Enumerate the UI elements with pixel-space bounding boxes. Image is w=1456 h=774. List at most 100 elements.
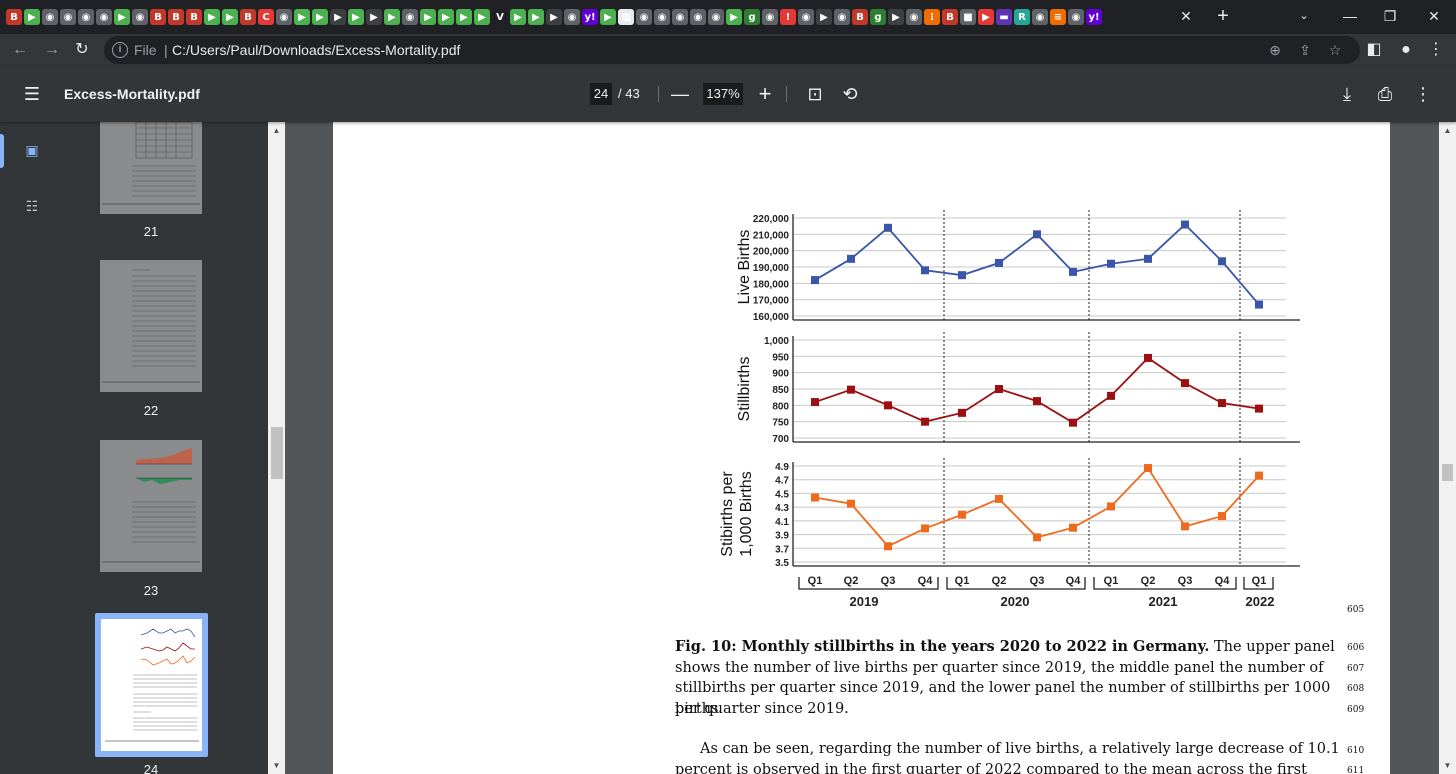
globe-icon[interactable]: ◉: [834, 9, 850, 25]
zoom-icon[interactable]: ⊕: [1269, 42, 1281, 58]
forward-button[interactable]: →: [44, 41, 60, 58]
ring-icon[interactable]: C: [258, 9, 274, 25]
play-icon[interactable]: ▶: [294, 9, 310, 25]
bi-icon[interactable]: B: [6, 9, 22, 25]
globe-icon[interactable]: ◉: [636, 9, 652, 25]
download-icon[interactable]: ⤓: [1343, 84, 1351, 104]
bookmark-icon[interactable]: ▬: [996, 9, 1012, 25]
new-tab-button[interactable]: +: [1217, 5, 1229, 27]
reload-button[interactable]: ↻: [75, 41, 89, 58]
bi-icon[interactable]: B: [150, 9, 166, 25]
v-icon[interactable]: V: [492, 9, 508, 25]
play-icon[interactable]: ▶: [312, 9, 328, 25]
globe-icon[interactable]: ◉: [906, 9, 922, 25]
sidebar-scroll-up-icon[interactable]: ▲: [272, 126, 281, 135]
r-icon[interactable]: R: [1014, 9, 1030, 25]
document-scroll-thumb[interactable]: [1442, 464, 1453, 481]
omnibox[interactable]: i File | C:/Users/Paul/Downloads/Excess-…: [104, 36, 1360, 64]
side-panel-icon[interactable]: ◧: [1366, 41, 1382, 58]
g-icon[interactable]: g: [744, 9, 760, 25]
play-icon[interactable]: ▶: [420, 9, 436, 25]
warning-icon[interactable]: !: [780, 9, 796, 25]
browser-menu-icon[interactable]: ⋮: [1428, 41, 1444, 58]
share-icon[interactable]: ⇪: [1299, 42, 1311, 58]
play-icon[interactable]: ▶: [222, 9, 238, 25]
zoom-out-button[interactable]: —: [671, 84, 689, 104]
minimize-button[interactable]: —: [1343, 8, 1357, 24]
bookmark-star-icon[interactable]: ☆: [1328, 42, 1342, 58]
outline-view-icon[interactable]: ☷: [25, 198, 39, 214]
document-scrollbar[interactable]: [1439, 122, 1456, 774]
yahoo-icon[interactable]: y!: [582, 9, 598, 25]
zoom-level-input[interactable]: 137%: [703, 83, 743, 105]
play-icon[interactable]: ▶: [438, 9, 454, 25]
globe-icon[interactable]: ◉: [402, 9, 418, 25]
globe-icon[interactable]: ◉: [690, 9, 706, 25]
bi-icon[interactable]: B: [942, 9, 958, 25]
thumbnail-page-22[interactable]: [100, 260, 202, 392]
document-scroll-down-icon[interactable]: ▼: [1443, 761, 1452, 770]
layers-icon[interactable]: ≡: [1050, 9, 1066, 25]
fit-page-icon[interactable]: ⊡: [807, 84, 823, 104]
close-tab-icon[interactable]: ✕: [1180, 8, 1192, 24]
bi-icon[interactable]: B: [852, 9, 868, 25]
print-icon[interactable]: ⎙: [1377, 84, 1393, 104]
g-icon[interactable]: g: [870, 9, 886, 25]
globe-icon[interactable]: ◉: [276, 9, 292, 25]
zoom-in-button[interactable]: +: [758, 81, 772, 106]
bi-icon[interactable]: B: [240, 9, 256, 25]
globe-icon[interactable]: ◉: [672, 9, 688, 25]
sidebar-menu-icon[interactable]: ☰: [23, 84, 41, 104]
youtube-icon[interactable]: ▶: [978, 9, 994, 25]
folder-icon[interactable]: ■: [960, 9, 976, 25]
thumbnail-page-21[interactable]: [100, 122, 202, 214]
dots-icon[interactable]: ⁝: [924, 9, 940, 25]
document-scroll-up-icon[interactable]: ▲: [1443, 126, 1452, 135]
globe-icon[interactable]: ◉: [1068, 9, 1084, 25]
more-actions-icon[interactable]: ⋮: [1414, 84, 1432, 104]
play-icon[interactable]: ▶: [528, 9, 544, 25]
globe-icon[interactable]: ◉: [132, 9, 148, 25]
thumbnail-page-24[interactable]: [101, 619, 202, 751]
rotate-icon[interactable]: ⟲: [842, 84, 858, 104]
globe-icon[interactable]: ◉: [564, 9, 580, 25]
profile-avatar-icon[interactable]: ●: [1401, 41, 1411, 58]
restore-button[interactable]: ❐: [1383, 8, 1397, 24]
play-icon[interactable]: ▶: [510, 9, 526, 25]
bi-icon[interactable]: B: [168, 9, 184, 25]
play-icon[interactable]: ▶: [24, 9, 40, 25]
globe-icon[interactable]: ◉: [762, 9, 778, 25]
thumbnail-page-23[interactable]: [100, 440, 202, 572]
globe-icon[interactable]: ◉: [708, 9, 724, 25]
play-icon[interactable]: ▶: [888, 9, 904, 25]
play-icon[interactable]: ▶: [726, 9, 742, 25]
globe-icon[interactable]: ◉: [42, 9, 58, 25]
play-icon[interactable]: ▶: [348, 9, 364, 25]
yahoo-icon[interactable]: y!: [1086, 9, 1102, 25]
image-icon[interactable]: ▦: [618, 9, 634, 25]
sidebar-scroll-thumb[interactable]: [271, 427, 283, 479]
play-icon[interactable]: ▶: [384, 9, 400, 25]
page-number-input[interactable]: 24: [590, 83, 612, 105]
site-info-icon[interactable]: i: [112, 42, 128, 58]
play-icon[interactable]: ▶: [600, 9, 616, 25]
globe-icon[interactable]: ◉: [78, 9, 94, 25]
tab-search-icon[interactable]: ⌄: [1299, 10, 1309, 22]
globe-icon[interactable]: ◉: [798, 9, 814, 25]
back-button[interactable]: ←: [12, 41, 28, 58]
thumbnails-view-icon[interactable]: ▣: [25, 142, 39, 158]
play-icon[interactable]: ▶: [366, 9, 382, 25]
sidebar-scroll-down-icon[interactable]: ▼: [272, 761, 281, 770]
play-icon[interactable]: ▶: [816, 9, 832, 25]
globe-icon[interactable]: ◉: [60, 9, 76, 25]
close-window-button[interactable]: ✕: [1428, 8, 1440, 24]
play-icon[interactable]: ▶: [474, 9, 490, 25]
globe-icon[interactable]: ◉: [654, 9, 670, 25]
url-text[interactable]: C:/Users/Paul/Downloads/Excess-Mortality…: [172, 42, 461, 58]
play-icon[interactable]: ▶: [330, 9, 346, 25]
globe-icon[interactable]: ◉: [1032, 9, 1048, 25]
globe-icon[interactable]: ◉: [96, 9, 112, 25]
play-icon[interactable]: ▶: [456, 9, 472, 25]
play-icon[interactable]: ▶: [204, 9, 220, 25]
play-icon[interactable]: ▶: [546, 9, 562, 25]
